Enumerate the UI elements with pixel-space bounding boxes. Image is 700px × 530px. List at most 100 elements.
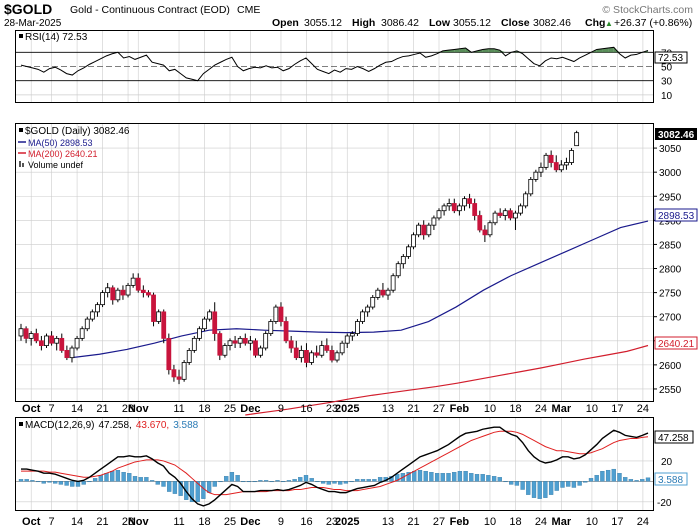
macd-histogram-bar bbox=[269, 481, 274, 483]
macd-histogram-bar bbox=[486, 475, 491, 482]
macd-histogram-bar bbox=[526, 481, 531, 495]
price-tick-label: 2950 bbox=[659, 192, 682, 203]
macd-histogram-bar bbox=[623, 477, 628, 482]
x-tick-label: 21 bbox=[96, 403, 108, 415]
candle-body bbox=[222, 345, 228, 356]
candle-body bbox=[309, 352, 314, 363]
candle-body bbox=[518, 205, 523, 214]
candle-body bbox=[135, 277, 141, 291]
rsi-overbought-fill bbox=[608, 47, 614, 53]
macd-histogram-bar bbox=[360, 479, 366, 482]
macd-histogram-bar bbox=[195, 481, 200, 502]
x-tick-label: Feb bbox=[450, 516, 470, 528]
candle-body bbox=[482, 229, 488, 236]
x-tick-label: 10 bbox=[484, 516, 496, 528]
candle-body bbox=[314, 352, 320, 356]
macd-histogram-bar bbox=[235, 475, 240, 482]
rsi-overbought-fill bbox=[459, 48, 466, 53]
candle-body bbox=[110, 287, 116, 301]
open-value: 3055.12 bbox=[304, 17, 342, 29]
candle-body bbox=[411, 234, 416, 248]
candle-body bbox=[186, 350, 192, 363]
candle-body bbox=[171, 369, 177, 378]
macd-histogram-bar bbox=[224, 476, 229, 482]
candle-body bbox=[120, 289, 126, 296]
macd-histogram-bar bbox=[132, 476, 138, 482]
macd-histogram-bar bbox=[543, 481, 548, 498]
macd-histogram-bar bbox=[87, 481, 92, 483]
chg-label: Chg bbox=[585, 17, 605, 29]
macd-histogram-bar bbox=[611, 468, 616, 482]
candle-body bbox=[278, 306, 284, 322]
macd-legend: MACD(12,26,9) 47.258, 43.670, 3.588 bbox=[19, 420, 199, 431]
right-axis-callouts: 72.53 3082.46 2898.53 2640.21 47.258 3.5… bbox=[654, 51, 698, 486]
rsi-value-box bbox=[654, 51, 688, 64]
x-tick-label: 17 bbox=[611, 516, 623, 528]
x-tick-label: Mar bbox=[552, 403, 572, 415]
macd-histogram-bar bbox=[440, 473, 445, 482]
candle-body bbox=[558, 164, 564, 171]
rsi-tick-label: 10 bbox=[661, 91, 673, 102]
rsi-legend-text: RSI(14) 72.53 bbox=[25, 32, 88, 43]
candle-body bbox=[74, 337, 80, 349]
candle-body bbox=[197, 328, 202, 339]
candle-body bbox=[207, 311, 213, 320]
macd-histogram-bar bbox=[30, 480, 35, 482]
x-tick-label: 9 bbox=[278, 516, 284, 528]
candle-body bbox=[339, 342, 345, 354]
candle-body bbox=[375, 289, 381, 298]
x-tick-label: 7 bbox=[49, 403, 55, 415]
candle-body bbox=[69, 347, 75, 359]
signal-legend-value: 43.670, bbox=[136, 420, 169, 431]
macd-histogram-bar bbox=[640, 479, 645, 482]
candle-body bbox=[421, 224, 427, 236]
macd-histogram-bar bbox=[75, 481, 81, 487]
ma200-value-label: 2640.21 bbox=[658, 339, 695, 350]
candle-body bbox=[227, 340, 233, 347]
candle-body bbox=[64, 350, 70, 359]
macd-histogram-bar bbox=[332, 481, 337, 484]
candle-body bbox=[18, 328, 24, 337]
rsi-overbought-fill bbox=[494, 48, 500, 53]
x-tick-label: 10 bbox=[484, 403, 496, 415]
macd-histogram-bar bbox=[121, 472, 126, 482]
x-tick-label: 10 bbox=[586, 403, 598, 415]
macd-histogram-bar bbox=[617, 473, 622, 482]
macd-histogram-bar bbox=[281, 481, 286, 483]
candle-body bbox=[146, 292, 151, 296]
macd-histogram-bar bbox=[605, 469, 611, 482]
x-tick-label: 13 bbox=[382, 516, 394, 528]
macd-histogram-bar bbox=[161, 481, 166, 487]
rsi-tick-label: 30 bbox=[661, 77, 673, 88]
x-tick-label: 24 bbox=[535, 403, 547, 415]
macd-histogram-bar bbox=[246, 481, 252, 483]
macd-histogram-bar bbox=[366, 479, 371, 482]
exchange-label: CME bbox=[237, 4, 260, 16]
price-legend: $GOLD (Daily) 3082.46 MA(50) 2898.53 MA(… bbox=[18, 126, 130, 170]
candle-body bbox=[436, 210, 442, 219]
macd-histogram-bar bbox=[463, 471, 468, 482]
macd-histogram-bar bbox=[520, 481, 525, 490]
candle-body bbox=[130, 277, 136, 286]
candle-body bbox=[217, 333, 223, 356]
candle-body bbox=[304, 350, 309, 363]
candle-body bbox=[564, 162, 569, 166]
x-tick-label: 18 bbox=[198, 403, 210, 415]
macd-histogram-bar bbox=[275, 480, 280, 482]
macd-histogram-bar bbox=[338, 481, 343, 485]
candle-body bbox=[161, 311, 167, 339]
candle-body bbox=[156, 311, 162, 322]
macd-histogram-bar bbox=[457, 471, 463, 482]
macd-histogram-bar bbox=[110, 471, 115, 482]
macd-histogram-bar bbox=[634, 480, 639, 482]
macd-histogram-bar bbox=[343, 481, 349, 484]
macd-histogram-bar bbox=[178, 481, 183, 496]
x-tick-label: 23 bbox=[326, 516, 338, 528]
rsi-tick-label: 50 bbox=[661, 63, 673, 74]
macd-tick-label: -20 bbox=[657, 498, 672, 509]
ma200-value-box bbox=[654, 336, 698, 350]
candle-body bbox=[431, 217, 437, 226]
x-tick-label: 24 bbox=[535, 516, 547, 528]
x-tick-label: 9 bbox=[278, 403, 284, 415]
